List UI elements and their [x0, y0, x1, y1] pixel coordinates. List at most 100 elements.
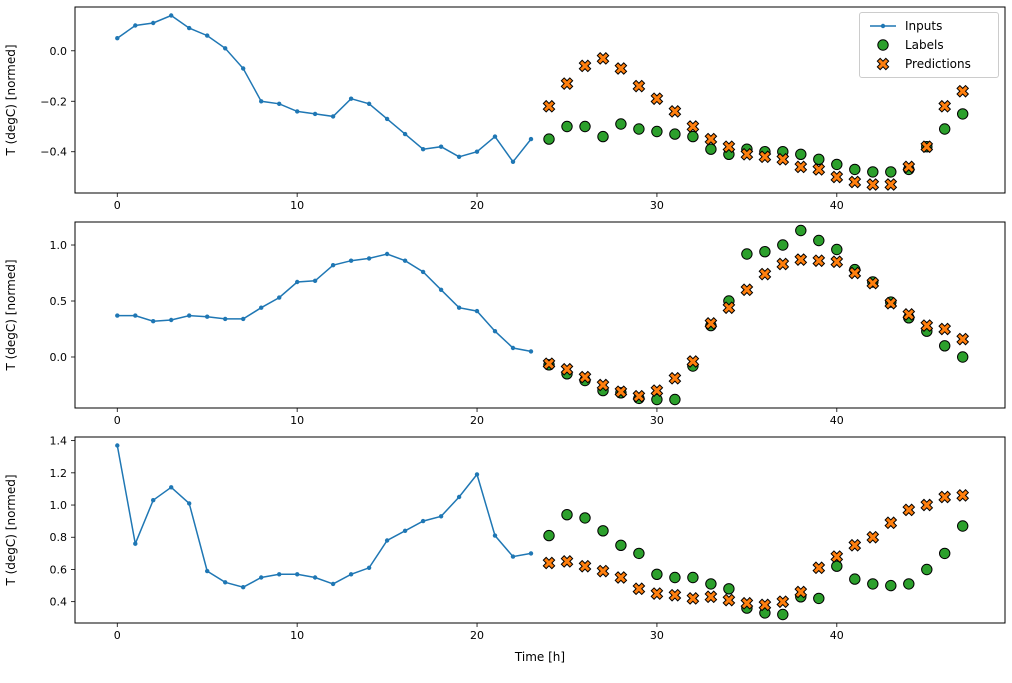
axes-frame	[74, 6, 1006, 194]
predictions-marker	[650, 587, 664, 600]
legend-label-predictions: Predictions	[905, 57, 971, 71]
inputs-marker	[474, 149, 480, 154]
labels-marker	[651, 393, 663, 406]
inputs-marker	[187, 25, 192, 31]
predictions-marker	[758, 598, 772, 612]
predictions-marker	[938, 490, 952, 504]
predictions-marker	[650, 384, 664, 397]
inputs-marker	[474, 472, 480, 477]
inputs-marker	[510, 345, 516, 351]
y-tick-label: 1.2	[50, 467, 68, 480]
predictions-marker	[632, 79, 646, 93]
predictions-marker	[668, 105, 682, 118]
labels-marker	[759, 246, 771, 258]
legend: Inputs Labels Predictions	[859, 12, 999, 78]
inputs-marker	[384, 116, 390, 122]
inputs-marker	[474, 308, 480, 314]
y-axis-label: T (degC) [normed]	[4, 44, 18, 156]
inputs-marker	[187, 313, 192, 318]
inputs-marker	[133, 541, 138, 546]
inputs-marker	[295, 109, 300, 114]
predictions-marker	[902, 503, 916, 517]
predictions-marker	[794, 585, 808, 599]
x-axis-label: Time [h]	[514, 650, 565, 664]
labels-marker	[651, 125, 663, 138]
predictions-marker	[740, 147, 754, 161]
predictions-marker	[812, 254, 826, 268]
predictions-marker	[632, 389, 646, 403]
inputs-marker	[366, 256, 372, 261]
legend-item-inputs: Inputs	[868, 18, 988, 34]
labels-marker	[669, 128, 681, 140]
inputs-marker	[366, 101, 372, 107]
labels-marker	[795, 148, 807, 161]
y-tick-label: −0.2	[40, 95, 67, 108]
x-tick-label: 0	[114, 629, 121, 642]
predictions-marker	[884, 296, 898, 310]
predictions-marker	[830, 550, 844, 563]
inputs-marker	[366, 565, 372, 570]
inputs-marker	[438, 514, 444, 519]
inputs-marker	[133, 313, 138, 318]
inputs-marker	[420, 147, 426, 152]
labels-marker	[849, 573, 861, 585]
predictions-marker	[938, 322, 952, 336]
inputs-marker	[241, 66, 246, 71]
predictions-marker	[596, 564, 610, 578]
inputs-marker	[115, 313, 120, 318]
inputs-marker	[384, 538, 390, 543]
predictions-marker	[920, 319, 934, 332]
labels-marker	[903, 578, 915, 590]
inputs-marker	[312, 278, 318, 283]
inputs-marker	[420, 518, 426, 524]
inputs-marker	[528, 136, 534, 142]
subplot-1: 0 10 20 30 40 1.0 0.5 0.0 T (degC) [normed]	[4, 221, 1006, 427]
y-axis-label: T (degC) [normed]	[4, 474, 18, 586]
labels-marker	[543, 133, 555, 145]
labels-marker	[723, 583, 735, 595]
predictions-marker	[956, 84, 970, 98]
inputs-marker	[169, 317, 174, 323]
inputs-marker	[510, 159, 516, 164]
x-tick-label: 40	[830, 629, 844, 642]
inputs-marker	[348, 258, 354, 263]
inputs-marker	[115, 36, 120, 41]
inputs-marker	[259, 575, 264, 580]
predictions-marker	[650, 92, 664, 106]
labels-marker	[687, 571, 699, 584]
x-tick-label: 20	[470, 199, 484, 212]
predictions-marker	[578, 59, 592, 73]
inputs-marker	[438, 287, 444, 292]
labels-marker	[831, 560, 843, 572]
subplot-2: 0 10 20 30 40 1.4 1.2 1.0 0.8 0.6 0.4 T (degC) [nor…	[4, 435, 1006, 664]
labels-marker	[957, 108, 969, 120]
inputs-marker	[223, 580, 228, 585]
labels-marker	[885, 579, 897, 592]
axes-background	[75, 7, 1005, 193]
inputs-marker	[330, 114, 336, 119]
inputs-marker	[205, 568, 210, 574]
legend-label-labels: Labels	[905, 38, 944, 52]
inputs-marker	[456, 494, 462, 500]
labels-marker	[813, 153, 825, 166]
y-tick-label: 0.0	[50, 351, 68, 364]
predictions-marker	[740, 283, 754, 297]
predictions-marker	[740, 596, 754, 610]
predictions-marker	[830, 255, 844, 269]
predictions-marker	[866, 276, 880, 290]
labels-marker	[777, 239, 789, 251]
inputs-marker	[277, 572, 282, 577]
inputs-marker	[133, 23, 138, 28]
inputs-marker	[456, 305, 462, 310]
inputs-line-icon	[868, 19, 898, 33]
axes-frame	[74, 221, 1006, 409]
predictions-marker	[632, 582, 646, 596]
predictions-marker	[938, 99, 952, 113]
labels-marker	[939, 547, 951, 560]
inputs-line	[116, 14, 532, 164]
predictions-marker	[902, 308, 916, 321]
inputs-marker	[277, 295, 282, 300]
x-tick-label: 40	[830, 414, 844, 427]
y-axis-label: T (degC) [normed]	[4, 259, 18, 371]
labels-marker	[597, 130, 609, 143]
